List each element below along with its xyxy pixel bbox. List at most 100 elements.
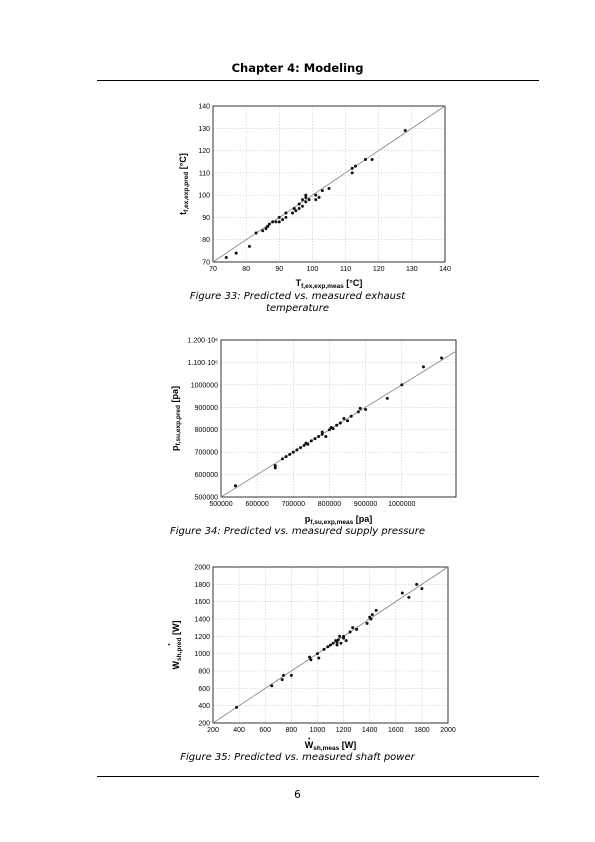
data-point	[300, 198, 304, 202]
chart-shaft-power: 200 400 600 800 1000 1200 1400 1600 1800 2000 200 4…	[168, 565, 456, 752]
y-tick-label: 700000	[195, 450, 218, 457]
y-tick-label: 1800	[194, 582, 210, 589]
y-axis-label-unit: [°C]	[178, 153, 188, 172]
data-point	[400, 591, 404, 595]
x-tick-label: 1200	[336, 727, 352, 734]
figure-35-caption: Figure 35: Predicted vs. measured shaft …	[180, 752, 415, 763]
data-point	[322, 647, 326, 651]
x-axis-label-unit: [W]	[339, 740, 356, 750]
data-point	[370, 157, 374, 161]
data-point	[224, 256, 228, 260]
y-tick-label: 120	[198, 148, 210, 155]
data-point	[300, 204, 304, 208]
data-point	[295, 448, 299, 452]
data-point	[234, 251, 238, 255]
y-tick-label: 800	[198, 669, 210, 676]
data-point	[281, 218, 285, 222]
data-point	[291, 450, 295, 454]
data-point	[308, 655, 312, 659]
data-point	[369, 617, 373, 621]
data-point	[299, 446, 303, 450]
x-axis-label-sub: f,su,exp,meas	[310, 519, 353, 526]
x-tick-label: 2000	[440, 727, 456, 734]
data-point	[273, 464, 277, 468]
data-point	[335, 423, 339, 427]
y-tick-label: 1000000	[191, 382, 218, 389]
x-tick-label: 120	[373, 266, 385, 273]
x-axis-label-main: T	[296, 278, 302, 288]
data-point	[351, 626, 355, 630]
data-point	[400, 383, 404, 387]
data-point	[267, 222, 271, 226]
data-point	[304, 193, 308, 197]
data-point	[327, 186, 331, 190]
data-point	[314, 193, 318, 197]
plot-frame	[212, 105, 446, 263]
data-point	[307, 198, 311, 202]
y-tick-label: 90	[202, 215, 210, 222]
data-point	[317, 434, 321, 438]
chart-exhaust-temperature: 70 80 90 100 110 120 130 140 70 80 90 100 110 120 130 1…	[178, 104, 451, 291]
data-point	[317, 195, 321, 199]
y-axis-label-sub: sh,pred	[176, 637, 183, 661]
chapter-title: Chapter 4: Modeling	[231, 61, 364, 75]
data-point	[273, 466, 277, 470]
y-axis-label-dot	[168, 643, 170, 646]
data-point	[264, 227, 268, 231]
x-tick-label: 1600	[388, 727, 404, 734]
data-point	[304, 195, 308, 199]
data-point	[297, 202, 301, 206]
data-point	[358, 406, 362, 410]
y-tick-label: 80	[202, 237, 210, 244]
data-point	[284, 211, 288, 215]
data-point	[374, 608, 378, 612]
x-tick-label: 90	[275, 266, 283, 273]
data-point	[304, 200, 308, 204]
x-tick-label: 140	[439, 266, 451, 273]
data-point	[350, 171, 354, 175]
data-point	[261, 229, 265, 233]
data-point	[329, 643, 332, 647]
x-tick-label: 130	[406, 266, 418, 273]
data-point	[403, 129, 407, 133]
data-point	[324, 434, 328, 438]
y-tick-label: 600	[198, 686, 210, 693]
data-point	[282, 673, 285, 677]
y-tick-label: 1000	[194, 651, 210, 658]
x-tick-label: 600000	[245, 501, 268, 508]
y-tick-label: 1200	[194, 634, 210, 641]
x-axis-label-main: W	[305, 740, 314, 750]
data-point	[317, 656, 321, 660]
y-tick-label: 1.200·10⁶	[187, 338, 218, 345]
x-axis-label-unit: [°C]	[344, 278, 363, 288]
data-point	[326, 645, 330, 649]
data-point	[254, 231, 258, 235]
data-point	[336, 638, 340, 642]
y-axis-label-main: t	[178, 212, 188, 215]
x-axis-label-unit: [pa]	[353, 514, 372, 524]
x-tick-label: 200	[207, 727, 219, 734]
y-axis-label: Wsh,pred [W]	[171, 621, 183, 670]
x-axis-label-sub: f,ex,exp,meas	[301, 283, 344, 290]
plot-frame	[220, 339, 457, 498]
y-tick-label: 200	[198, 721, 210, 728]
data-point	[348, 630, 352, 634]
plot-frame	[212, 566, 449, 724]
y-tick-label: 800000	[195, 427, 218, 434]
y-tick-label: 400	[198, 703, 210, 710]
reference-line	[220, 350, 457, 498]
data-point	[235, 705, 238, 709]
data-point	[313, 437, 317, 441]
data-point	[314, 198, 318, 202]
y-axis-label: pf,su,exp,pred [pa]	[170, 386, 182, 451]
data-point	[407, 595, 411, 599]
data-point	[350, 166, 354, 170]
y-tick-label: 900000	[195, 405, 218, 412]
data-point	[315, 652, 319, 656]
data-point	[354, 164, 358, 168]
data-point	[277, 220, 281, 224]
x-axis-label: pf,su,exp,meas [pa]	[305, 514, 373, 526]
x-tick-label: 80	[242, 266, 250, 273]
page-number: 6	[294, 789, 301, 801]
x-tick-label: 70	[209, 266, 217, 273]
